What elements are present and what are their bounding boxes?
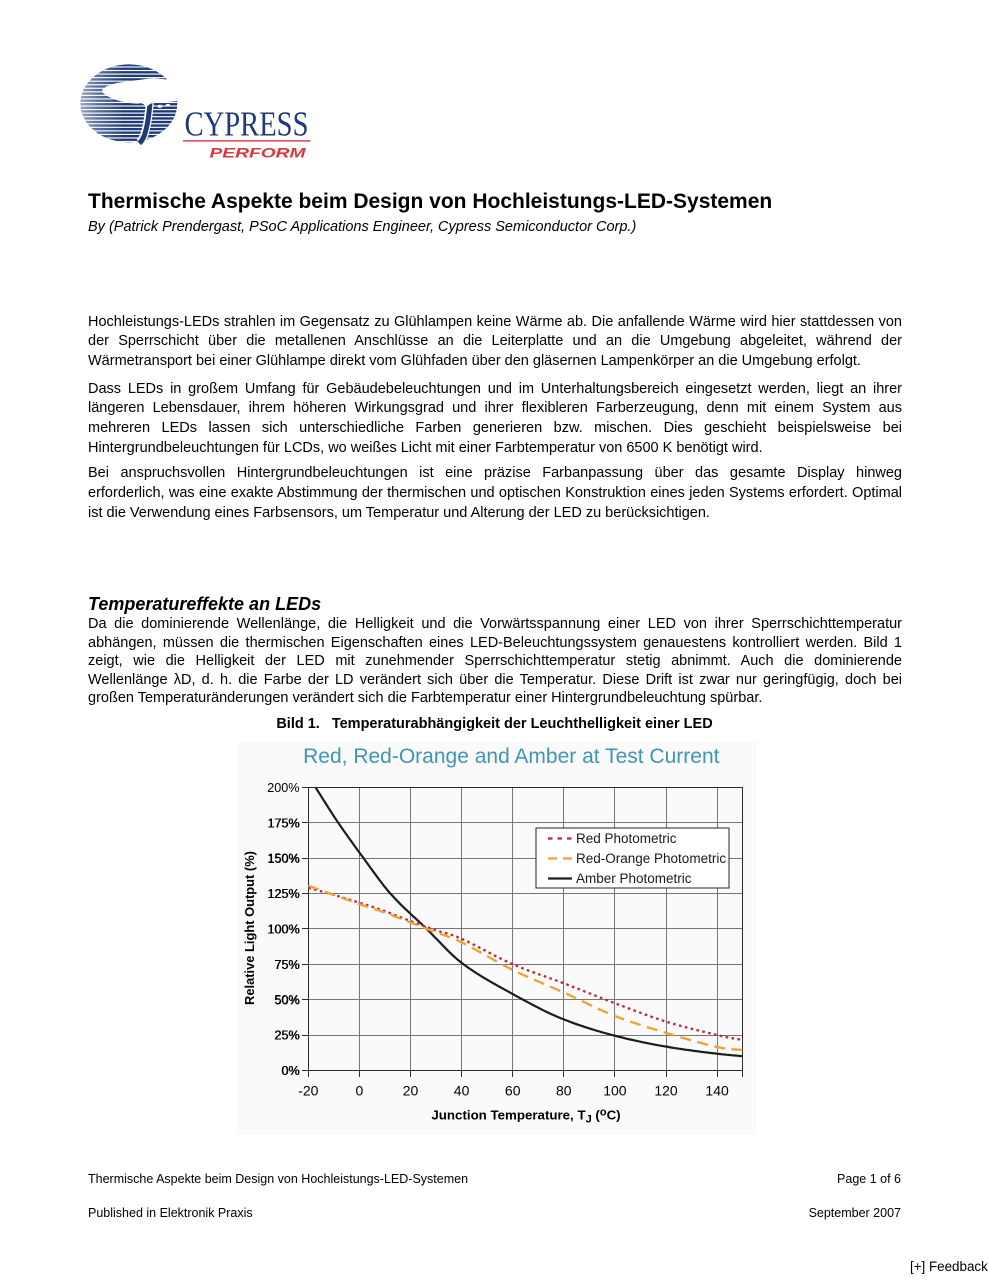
- svg-text:Red, Red-Orange and Amber at T: Red, Red-Orange and Amber at Test Curren…: [303, 745, 719, 768]
- svg-text:80: 80: [556, 1082, 572, 1098]
- svg-text:60: 60: [505, 1082, 521, 1098]
- svg-text:50%: 50%: [275, 993, 300, 1007]
- svg-text:75%: 75%: [275, 958, 300, 972]
- svg-text:0%: 0%: [281, 1064, 299, 1078]
- svg-text:150%: 150%: [268, 852, 300, 866]
- svg-text:120: 120: [654, 1082, 678, 1098]
- svg-text:75%: 75%: [274, 958, 299, 972]
- svg-text:Relative Light Output (%): Relative Light Output (%): [242, 851, 257, 1005]
- svg-text:100%: 100%: [268, 923, 300, 937]
- svg-text:200%: 200%: [267, 781, 299, 795]
- svg-text:125%: 125%: [267, 887, 299, 901]
- svg-text:25%: 25%: [275, 1029, 300, 1043]
- svg-text:50%: 50%: [274, 993, 299, 1007]
- svg-text:140: 140: [705, 1082, 729, 1098]
- svg-text:Red Photometric: Red Photometric: [576, 831, 677, 846]
- svg-text:Red-Orange Photometric: Red-Orange Photometric: [576, 851, 726, 866]
- svg-text:CYPRESS: CYPRESS: [185, 105, 309, 144]
- svg-text:Amber Photometric: Amber Photometric: [576, 871, 692, 886]
- svg-text:20: 20: [403, 1082, 419, 1098]
- svg-text:125%: 125%: [268, 887, 300, 901]
- svg-text:150%: 150%: [267, 852, 299, 866]
- svg-text:100%: 100%: [267, 923, 299, 937]
- svg-text:-20: -20: [298, 1082, 318, 1098]
- svg-text:40: 40: [454, 1082, 470, 1098]
- svg-text:100: 100: [603, 1082, 627, 1098]
- svg-text:0%: 0%: [282, 1064, 300, 1078]
- svg-text:25%: 25%: [274, 1029, 299, 1043]
- svg-text:175%: 175%: [267, 816, 299, 830]
- svg-text:175%: 175%: [268, 816, 300, 830]
- svg-text:PERFORM: PERFORM: [210, 146, 307, 161]
- svg-text:0: 0: [356, 1082, 364, 1098]
- svg-text:Junction Temperature, TJ (oC): Junction Temperature, TJ (oC): [431, 1107, 620, 1126]
